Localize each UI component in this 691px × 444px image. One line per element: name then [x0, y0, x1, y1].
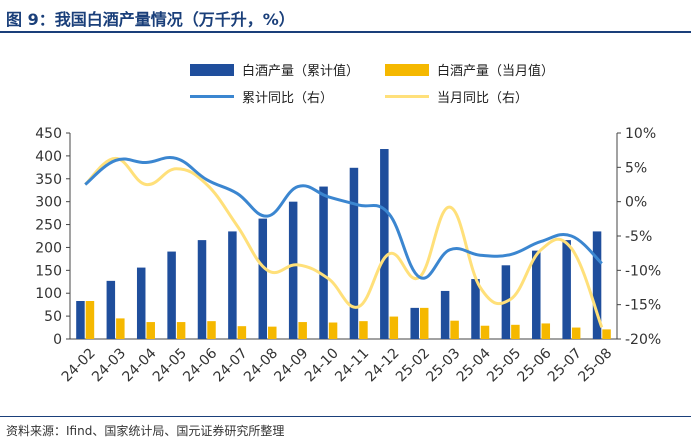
left-axis-tick-label: 200 — [35, 240, 62, 256]
legend-line-cumulative-yoy — [190, 95, 234, 98]
x-axis-tick-label: 24-09 — [271, 345, 311, 385]
bar-monthly — [602, 329, 611, 339]
legend-swatch-monthly-bar — [385, 63, 429, 76]
line-cumulative-yoy — [84, 156, 603, 280]
footer-divider — [0, 416, 691, 417]
legend-label-cumulative-yoy: 累计同比（右） — [242, 91, 334, 106]
bar-monthly — [176, 322, 186, 339]
chart-legend: 白酒产量（累计值） 白酒产量（当月值） 累计同比（右） 当月同比（右） — [0, 56, 691, 106]
x-axis-tick-label: 25-02 — [393, 345, 433, 385]
right-axis-tick-label: -15% — [625, 298, 661, 314]
left-axis-tick-label: 0 — [53, 332, 62, 348]
bar-monthly — [298, 322, 307, 339]
bar-monthly — [85, 301, 95, 339]
x-axis-tick-label: 25-06 — [515, 345, 555, 385]
bar-cumulative — [349, 167, 359, 339]
bar-cumulative — [106, 280, 116, 339]
bar-cumulative — [136, 267, 146, 339]
x-axis-tick-label: 24-08 — [241, 345, 281, 385]
x-axis-tick-label: 25-05 — [484, 345, 524, 385]
bar-cumulative — [167, 251, 176, 339]
left-axis-tick-label: 400 — [35, 149, 62, 165]
bar-monthly — [207, 321, 216, 339]
bar-cumulative — [76, 301, 85, 339]
x-axis-tick-label: 25-04 — [454, 345, 494, 385]
bar-monthly — [450, 320, 459, 339]
legend-item-monthly-yoy: 当月同比（右） — [385, 87, 528, 106]
x-axis-tick-label: 24-02 — [59, 345, 99, 385]
right-axis-tick-label: 5% — [625, 160, 647, 176]
left-axis-tick-label: 250 — [35, 218, 62, 234]
source-note: 资料来源：Ifind、国家统计局、国元证券研究所整理 — [6, 424, 285, 438]
bar-cumulative — [258, 218, 268, 339]
figure-title: 图 9：我国白酒产量情况（万千升，%） — [6, 10, 295, 29]
bar-cumulative — [471, 279, 480, 339]
chart-plot: 0 50 100 150 200 250 300 350 400 450 -20% -15% -10% -… — [35, 126, 661, 385]
title-bar: 图 9：我国白酒产量情况（万千升，%） — [0, 0, 691, 34]
bar-cumulative — [197, 240, 207, 339]
bar-cumulative — [532, 250, 541, 339]
legend-line-monthly-yoy — [385, 95, 429, 98]
bar-monthly — [116, 318, 125, 339]
x-axis-tick-label: 24-06 — [180, 345, 220, 385]
x-axis-tick-label: 24-12 — [363, 345, 403, 385]
x-axis-tick-label: 24-04 — [120, 345, 160, 385]
bar-monthly — [237, 326, 247, 339]
x-axis-tick-label: 24-07 — [211, 345, 251, 385]
bar-monthly — [389, 316, 399, 339]
x-axis-tick-label: 24-05 — [150, 345, 190, 385]
bar-cumulative — [440, 290, 450, 339]
right-axis-tick-label: -5% — [625, 229, 652, 245]
bar-monthly — [268, 326, 277, 339]
legend-label-monthly-yoy: 当月同比（右） — [437, 91, 529, 106]
left-axis-tick-label: 150 — [35, 263, 62, 279]
bar-monthly — [511, 324, 520, 339]
bar-cumulative — [228, 231, 237, 339]
right-axis-tick-label: -10% — [625, 263, 661, 279]
line-monthly-yoy — [84, 156, 604, 328]
legend-item-cumulative-bar: 白酒产量（累计值） — [190, 60, 359, 79]
left-axis-tick-label: 50 — [44, 309, 62, 325]
left-axis-tick-label: 350 — [35, 172, 62, 188]
left-axis-tick-label: 300 — [35, 195, 62, 211]
bar-cumulative — [592, 231, 602, 339]
legend-label-cumulative-bar: 白酒产量（累计值） — [242, 64, 360, 79]
legend-swatch-cumulative-bar — [190, 63, 234, 76]
x-axis-tick-label: 25-03 — [423, 345, 463, 385]
legend-label-monthly-bar: 白酒产量（当月值） — [437, 64, 555, 79]
bar-cumulative — [380, 149, 389, 339]
x-axis-tick-label: 25-07 — [545, 345, 585, 385]
right-axis-tick-label: 10% — [625, 126, 656, 142]
bar-cumulative — [562, 240, 571, 339]
bar-monthly — [359, 321, 368, 339]
left-axis-tick-label: 100 — [35, 286, 62, 302]
legend-item-monthly-bar: 白酒产量（当月值） — [385, 60, 554, 79]
x-axis-tick-label: 25-08 — [575, 345, 615, 385]
left-axis-tick-label: 450 — [35, 126, 62, 142]
bar-cumulative — [319, 186, 328, 339]
bar-monthly — [419, 307, 429, 339]
bar-monthly — [328, 322, 338, 339]
legend-item-cumulative-yoy: 累计同比（右） — [190, 87, 333, 106]
bar-monthly — [571, 327, 581, 339]
bar-monthly — [541, 323, 551, 339]
bar-monthly — [146, 322, 155, 339]
x-axis-tick-label: 24-03 — [89, 345, 129, 385]
right-axis-tick-label: -20% — [625, 332, 661, 348]
bar-cumulative — [410, 307, 419, 339]
bar-monthly — [480, 325, 490, 339]
right-axis-tick-label: 0% — [625, 195, 647, 211]
title-divider — [0, 31, 691, 33]
x-axis-tick-label: 24-11 — [332, 345, 372, 385]
x-axis-tick-label: 24-10 — [302, 345, 342, 385]
bar-cumulative — [288, 201, 298, 339]
